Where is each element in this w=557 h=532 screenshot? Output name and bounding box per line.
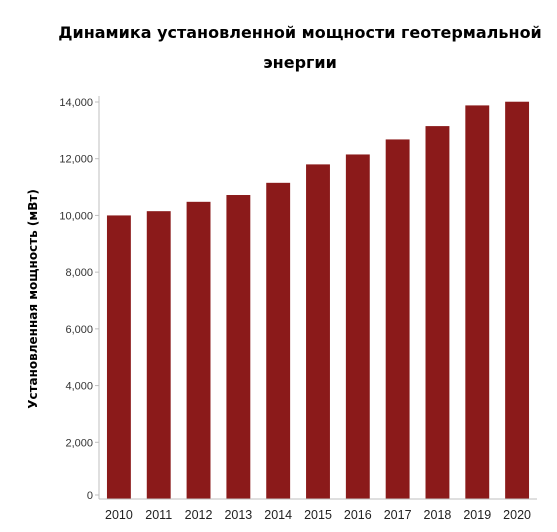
y-tick-label: 0 — [87, 490, 93, 502]
chart-title-line-1: Динамика установленной мощности геотерма… — [58, 23, 542, 42]
y-tick-label: 8,000 — [65, 267, 93, 279]
y-tick-label: 4,000 — [65, 381, 93, 393]
x-tick-label-2015: 2015 — [304, 508, 332, 522]
bar-2011 — [146, 211, 171, 500]
chart-title-line-2: энергии — [263, 53, 337, 72]
bar-2019 — [465, 105, 490, 499]
y-tick-label: 2,000 — [65, 437, 93, 449]
y-axis: 0 2,000 4,000 6,000 8,000 10,000 12,000 14,000 — [59, 96, 100, 502]
x-tick-label-2014: 2014 — [264, 508, 292, 522]
y-tick-label: 6,000 — [65, 324, 93, 336]
x-tick-label-2010: 2010 — [105, 508, 133, 522]
x-tick-label-2011: 2011 — [145, 508, 172, 522]
y-axis-title: Установленная мощность (мВт) — [26, 189, 40, 409]
bar-2017 — [385, 139, 410, 499]
bar-2010 — [106, 215, 131, 499]
x-tick-label-2018: 2018 — [424, 508, 452, 522]
bars — [106, 101, 530, 500]
bar-2012 — [186, 201, 211, 499]
bar-2016 — [345, 154, 370, 500]
y-tick-label: 10,000 — [59, 210, 93, 222]
bar-2018 — [425, 126, 450, 499]
bar-2015 — [306, 164, 330, 499]
x-tick-label-2012: 2012 — [185, 508, 213, 522]
bar-2014 — [266, 182, 291, 499]
x-tick-label-2020: 2020 — [503, 508, 531, 522]
x-tick-label-2017: 2017 — [384, 508, 412, 522]
x-tick-label-2013: 2013 — [224, 508, 252, 522]
bar-2020 — [505, 101, 530, 499]
bar-2013 — [226, 195, 251, 500]
y-tick-label: 14,000 — [59, 97, 93, 109]
x-axis: 2010 2011 2012 2013 2014 2015 2016 2017 2018 2019… — [99, 498, 537, 522]
y-tick-label: 12,000 — [59, 154, 93, 166]
chart-title: Динамика установленной мощности геотерма… — [40, 18, 557, 78]
x-tick-label-2016: 2016 — [344, 508, 372, 522]
x-tick-label-2019: 2019 — [463, 508, 491, 522]
